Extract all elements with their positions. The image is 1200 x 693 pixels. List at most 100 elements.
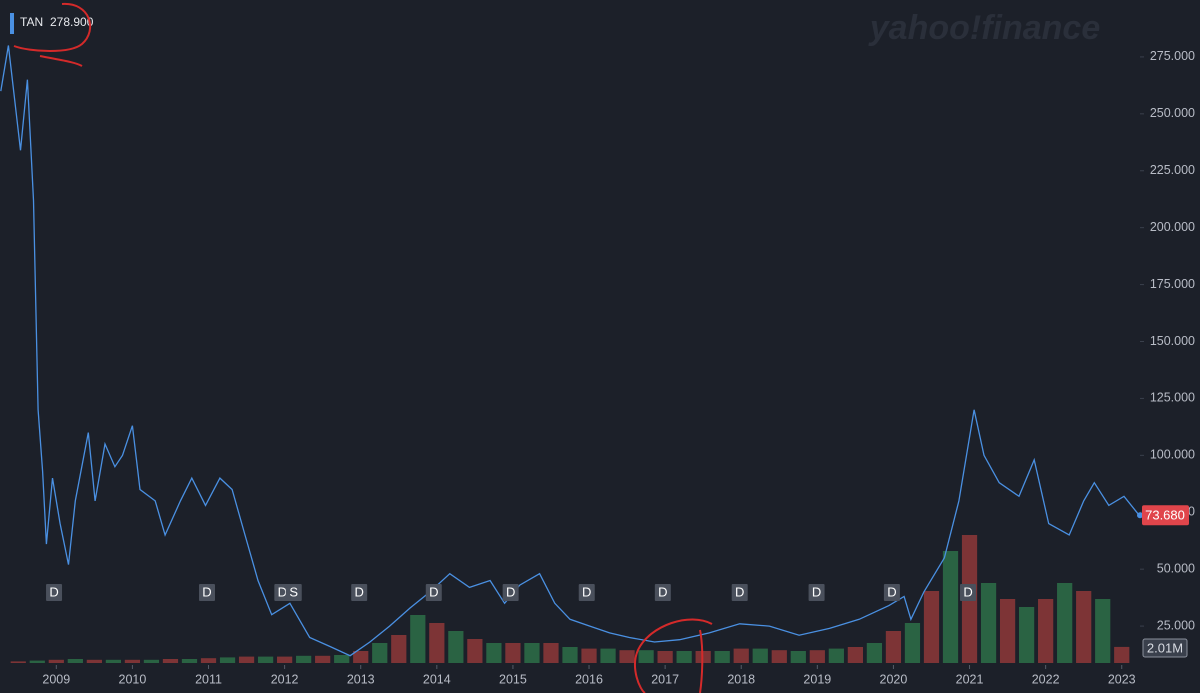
- volume-bar: [219, 657, 236, 663]
- volume-bar: [581, 648, 597, 663]
- y-tick-label: 200.000: [1150, 220, 1195, 234]
- event-box: [808, 584, 825, 601]
- legend-value: 278.900: [50, 15, 94, 29]
- volume-bar: [524, 643, 540, 663]
- volume-bar: [410, 615, 426, 663]
- price-line: [0, 45, 1140, 657]
- y-tick-label: 250.000: [1150, 106, 1195, 120]
- volume-bar: [600, 648, 616, 663]
- y-tick-label: 125.000: [1150, 391, 1195, 405]
- volume-bar: [657, 651, 673, 663]
- volume-bar: [1076, 591, 1092, 663]
- event-marker: D: [883, 584, 900, 601]
- volume-bar: [923, 591, 940, 663]
- event-box: [960, 584, 977, 601]
- volume-bar: [467, 639, 483, 663]
- event-label: D: [812, 584, 821, 599]
- x-tick-label: 2015: [499, 672, 527, 686]
- volume-bar: [980, 583, 997, 663]
- event-label: D: [887, 584, 896, 599]
- event-label: D: [429, 584, 438, 599]
- annotation-circle: [13, 2, 92, 67]
- volume-bar: [124, 659, 141, 663]
- event-marker: D: [46, 584, 63, 601]
- event-label: D: [278, 584, 287, 599]
- event-marker: D: [198, 584, 215, 601]
- volume-bar: [10, 661, 26, 663]
- event-box: [198, 584, 215, 601]
- y-tick-label: 150.000: [1150, 334, 1195, 348]
- volume-bar: [429, 623, 445, 663]
- event-marker: D: [808, 584, 825, 601]
- event-box: [425, 584, 442, 601]
- volume-bar: [999, 599, 1016, 663]
- volume-bar: [105, 659, 122, 663]
- event-box: [654, 584, 671, 601]
- volume-bar: [847, 647, 863, 663]
- event-box: [731, 584, 748, 601]
- x-tick-label: 2020: [880, 672, 908, 686]
- x-tick-label: 2012: [271, 672, 299, 686]
- y-tick-label: 275.000: [1150, 49, 1195, 63]
- volume-bar: [790, 651, 806, 663]
- legend-swatch: [10, 13, 14, 34]
- volume-bar: [885, 631, 902, 663]
- axes-layer: 2.01M25.00050.00075.000100.000125.000150…: [42, 49, 1195, 686]
- volume-bar: [277, 656, 293, 663]
- event-label: D: [963, 584, 972, 599]
- volume-bar: [676, 651, 692, 663]
- volume-bar: [543, 643, 559, 663]
- x-tick-label: 2011: [195, 672, 222, 686]
- volume-bar: [67, 659, 83, 663]
- event-label: D: [202, 584, 211, 599]
- volume-bar: [619, 650, 635, 663]
- volume-bar: [562, 647, 578, 663]
- y-tick-label: 25.000: [1157, 618, 1195, 632]
- volume-bar: [162, 659, 179, 663]
- volume-bar: [296, 655, 312, 663]
- x-tick-label: 2023: [1108, 672, 1136, 686]
- event-marker: D: [425, 584, 442, 601]
- volume-bar: [828, 648, 844, 663]
- annotation-circle: [634, 618, 713, 693]
- volume-bar: [448, 631, 464, 663]
- event-box: [578, 584, 595, 601]
- last-point: [1137, 512, 1143, 519]
- volume-bar: [752, 648, 768, 663]
- volume-bar: [315, 655, 331, 663]
- x-tick-label: 2019: [803, 672, 831, 686]
- x-tick-label: 2018: [727, 672, 755, 686]
- x-tick-label: 2014: [423, 672, 451, 686]
- x-tick-label: 2010: [119, 672, 147, 686]
- x-tick-label: 2016: [575, 672, 603, 686]
- volume-bar: [809, 650, 825, 663]
- volume-bar: [1114, 646, 1130, 663]
- event-box: [285, 584, 302, 601]
- volume-bar: [29, 660, 45, 663]
- volume-bar: [714, 651, 730, 663]
- event-label: D: [506, 584, 515, 599]
- x-tick-label: 2017: [651, 672, 679, 686]
- event-marker: D: [731, 584, 748, 601]
- last-value-box: [1142, 505, 1189, 526]
- legend-name: TAN: [20, 15, 43, 29]
- volume-bar: [1038, 599, 1054, 663]
- y-tick-label: 225.000: [1150, 163, 1195, 177]
- event-label: D: [49, 584, 58, 599]
- event-label: D: [355, 584, 364, 599]
- event-label: D: [735, 584, 744, 599]
- event-marker: D: [502, 584, 519, 601]
- volume-bar: [48, 659, 64, 663]
- volume-bar: [1057, 583, 1073, 663]
- volume-bar: [771, 650, 787, 663]
- volume-bar: [904, 623, 921, 663]
- volume-bar: [353, 651, 369, 663]
- event-box: [351, 584, 368, 601]
- event-label: S: [289, 584, 298, 599]
- last-value-label: 73.680: [1145, 508, 1185, 523]
- volume-label: 2.01M: [1147, 640, 1183, 655]
